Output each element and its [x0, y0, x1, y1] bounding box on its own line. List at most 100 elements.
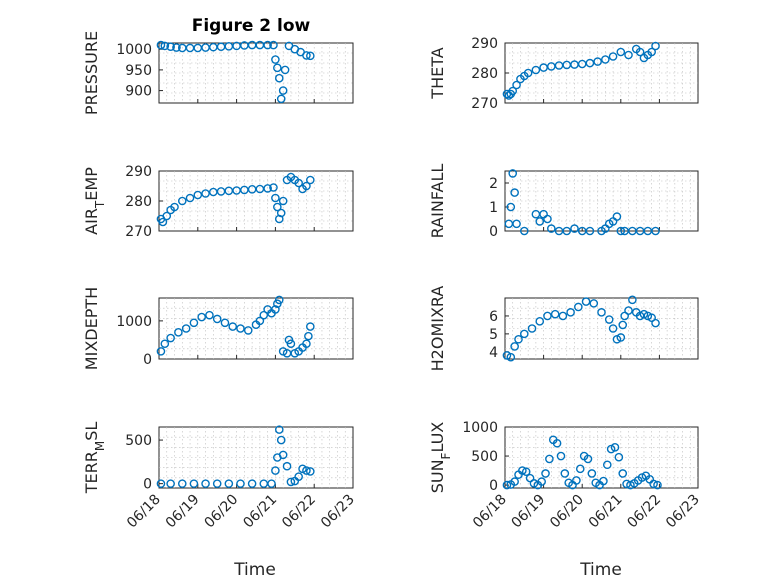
y-tick-label: 4	[489, 345, 498, 361]
data-point	[541, 469, 550, 478]
data-point	[278, 86, 288, 95]
data-point	[302, 181, 311, 191]
data-point	[599, 476, 608, 486]
y-tick-label: 270	[125, 224, 152, 240]
data-point	[527, 324, 537, 333]
data-point	[649, 479, 658, 489]
data-point	[612, 212, 622, 221]
data-point	[635, 47, 645, 57]
data-point	[653, 480, 662, 490]
data-point	[269, 183, 278, 192]
data-point	[177, 196, 187, 206]
y-tick-label: 500	[471, 449, 498, 465]
y-tick-label: 2	[489, 176, 498, 192]
data-point	[282, 461, 292, 471]
data-point	[601, 55, 610, 64]
data-point	[212, 479, 222, 488]
y-tick-label: 900	[125, 84, 152, 100]
data-point	[286, 339, 296, 349]
data-point	[502, 480, 512, 490]
data-point	[271, 305, 280, 314]
data-point	[193, 190, 203, 200]
data-point	[610, 443, 620, 452]
data-point	[510, 477, 519, 486]
data-point	[271, 193, 280, 203]
data-point	[618, 469, 628, 478]
data-point	[274, 295, 284, 305]
x-tick-label: 06/20	[547, 492, 587, 532]
data-point	[156, 40, 166, 50]
data-point	[535, 317, 545, 326]
data-point	[271, 55, 280, 64]
data-point	[158, 217, 168, 227]
data-point	[212, 314, 222, 324]
y-axis-label: MIXDEPTH	[82, 287, 101, 370]
data-point	[602, 460, 612, 470]
data-point	[278, 450, 288, 460]
x-axis-label-left: Time	[233, 560, 276, 580]
data-point	[276, 435, 286, 445]
y-tick-label: 1000	[462, 420, 498, 436]
data-point	[518, 466, 527, 475]
data-point	[651, 226, 660, 236]
data-point	[531, 65, 541, 75]
data-point	[280, 65, 290, 75]
data-point	[306, 175, 315, 185]
data-point	[160, 41, 170, 51]
data-point	[608, 52, 618, 61]
data-point	[197, 312, 206, 322]
y-tick-label: 0	[143, 477, 152, 493]
data-point	[543, 311, 552, 321]
data-point	[506, 352, 516, 362]
data-point	[508, 169, 518, 178]
data-point	[616, 333, 626, 342]
data-point	[189, 479, 199, 488]
panel-mixdepth: 0 1000 MIXDEPTH	[82, 287, 354, 370]
data-point	[624, 306, 633, 315]
data-point	[552, 438, 562, 448]
data-point	[614, 452, 624, 462]
data-point	[236, 479, 245, 488]
data-point	[306, 467, 315, 476]
data-point	[294, 178, 303, 188]
data-point	[302, 339, 311, 349]
y-axis-label: TERRMSL	[82, 422, 107, 495]
data-point	[510, 342, 519, 351]
y-axis-label: THETA	[428, 47, 447, 99]
y-tick-label: 500	[125, 433, 152, 449]
data-point	[302, 466, 311, 475]
data-point	[166, 42, 175, 52]
data-point	[589, 299, 599, 308]
data-point	[547, 224, 556, 233]
x-tick-label: 06/23	[663, 492, 703, 532]
x-tick-label: 06/20	[202, 492, 242, 532]
data-point	[267, 479, 276, 488]
data-point	[581, 297, 591, 306]
data-point	[160, 339, 170, 349]
data-point	[276, 208, 286, 218]
data-point	[583, 454, 593, 464]
y-axis-label: SUNFLUX	[428, 422, 453, 494]
data-point	[585, 58, 595, 68]
data-point	[201, 479, 210, 488]
data-point	[550, 309, 560, 319]
data-point	[304, 331, 313, 341]
data-point	[181, 324, 191, 333]
data-point	[593, 57, 602, 66]
y-tick-label: 0	[489, 224, 498, 240]
data-point	[585, 226, 595, 236]
data-point	[263, 40, 272, 50]
data-point	[520, 329, 529, 339]
y-tick-label: 5	[489, 327, 498, 343]
data-point	[298, 464, 307, 474]
data-point	[523, 68, 533, 78]
data-point	[597, 308, 606, 317]
panel-theta: 270 280 290 THETA	[428, 36, 699, 112]
data-point	[263, 184, 272, 193]
y-axis-label: AIRTEMP	[82, 167, 107, 235]
data-point	[274, 73, 284, 83]
data-point	[274, 425, 284, 434]
